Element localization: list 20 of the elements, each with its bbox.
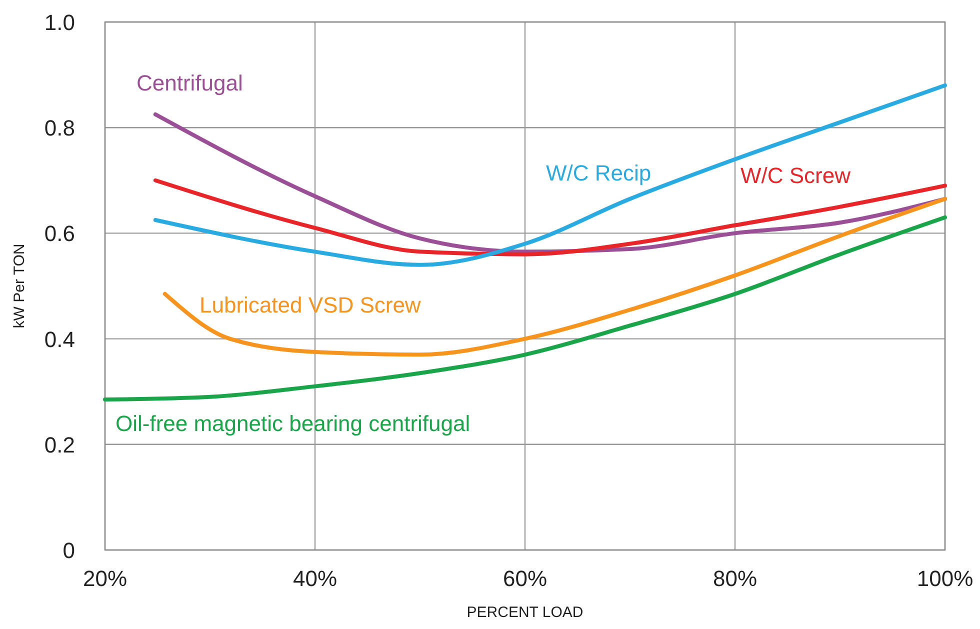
y-tick-label: 1.0 — [44, 10, 75, 35]
y-tick-label: 0.6 — [44, 221, 75, 246]
series-label: W/C Recip — [546, 160, 652, 186]
y-tick-label: 0.8 — [44, 116, 75, 141]
series-label: Centrifugal — [136, 70, 243, 96]
x-tick-label: 80% — [712, 566, 758, 591]
x-tick-label: 60% — [502, 566, 548, 591]
y-tick-label: 0.4 — [44, 326, 75, 352]
line-series — [162, 196, 947, 357]
x-tick-label: 100% — [916, 566, 974, 591]
series-label: Oil-free magnetic bearing centrifugal — [116, 411, 470, 436]
x-tick-label: 20% — [82, 566, 128, 591]
x-axis-title: PERCENT LOAD — [466, 604, 584, 621]
line-series — [103, 215, 947, 402]
y-axis-title: kW Per TON — [11, 244, 28, 328]
series-label: Lubricated VSD Screw — [200, 292, 421, 318]
series-label: W/C Screw — [740, 163, 851, 188]
x-tick-label: 40% — [292, 566, 338, 591]
y-tick-label: 0 — [62, 538, 75, 563]
y-tick-label: 0.2 — [44, 432, 75, 458]
